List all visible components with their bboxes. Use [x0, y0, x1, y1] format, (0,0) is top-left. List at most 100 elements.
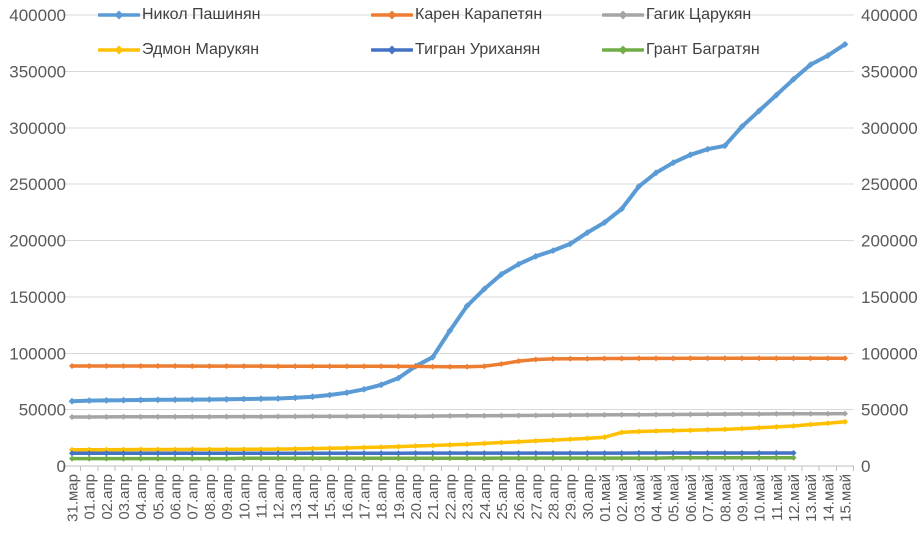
svg-text:50000: 50000	[19, 401, 66, 420]
data-point-marker	[343, 450, 350, 457]
legend-line-marker-icon	[98, 45, 140, 55]
svg-text:04.май: 04.май	[649, 474, 666, 522]
data-point-marker	[189, 363, 196, 370]
data-point-marker	[738, 425, 745, 432]
legend-line-marker-icon	[371, 10, 413, 20]
data-point-marker	[532, 450, 539, 457]
data-point-marker	[704, 145, 711, 153]
data-point-marker	[464, 441, 471, 448]
data-point-marker	[446, 450, 453, 457]
data-point-marker	[429, 455, 436, 462]
data-point-marker	[549, 247, 557, 254]
data-point-marker	[532, 356, 539, 363]
data-point-marker	[395, 443, 402, 450]
data-point-marker	[103, 397, 110, 404]
data-point-marker	[738, 123, 746, 130]
data-point-marker	[532, 437, 539, 444]
data-point-marker	[395, 450, 402, 457]
data-point-marker	[653, 455, 659, 462]
svg-text:250000: 250000	[9, 175, 66, 194]
data-point-marker	[361, 455, 367, 462]
data-point-marker	[154, 455, 161, 462]
data-point-marker	[395, 374, 402, 382]
svg-text:02.апр: 02.апр	[99, 474, 116, 520]
svg-text:150000: 150000	[9, 288, 66, 307]
data-point-marker	[601, 355, 608, 362]
data-point-marker	[515, 450, 522, 457]
data-point-marker	[584, 355, 591, 362]
data-point-marker	[292, 455, 299, 462]
svg-text:31.мар: 31.мар	[65, 474, 82, 522]
data-point-marker	[481, 450, 488, 457]
data-point-marker	[189, 413, 196, 420]
data-point-marker	[240, 446, 247, 453]
data-point-marker	[172, 455, 179, 462]
data-point-marker	[532, 412, 539, 419]
legend-line-marker-icon	[602, 45, 644, 55]
data-point-marker	[223, 450, 230, 457]
data-point-marker	[292, 363, 299, 370]
data-point-marker	[343, 455, 350, 462]
data-point-marker	[69, 446, 75, 453]
data-point-marker	[69, 363, 75, 369]
data-point-marker	[790, 423, 797, 429]
legend-label: Тигран Уриханян	[415, 41, 541, 58]
data-point-marker	[446, 327, 454, 335]
data-point-marker	[223, 363, 230, 370]
data-point-marker	[481, 440, 488, 447]
data-point-marker	[550, 455, 556, 462]
svg-text:23.апр: 23.апр	[460, 474, 477, 520]
svg-text:02.май: 02.май	[614, 474, 631, 522]
data-point-marker	[86, 450, 93, 457]
data-point-marker	[807, 421, 814, 428]
data-point-marker	[378, 413, 385, 420]
data-point-marker	[137, 450, 144, 457]
data-point-marker	[824, 420, 831, 427]
svg-text:14.май: 14.май	[820, 474, 837, 522]
legend-item-2: Гагик Царукян	[602, 4, 842, 26]
data-point-marker	[240, 413, 247, 420]
svg-text:13.май: 13.май	[803, 474, 820, 522]
svg-text:29.апр: 29.апр	[563, 474, 580, 520]
svg-text:07.апр: 07.апр	[185, 474, 202, 520]
data-point-marker	[137, 363, 144, 369]
data-point-marker	[206, 455, 213, 462]
svg-text:22.апр: 22.апр	[442, 474, 459, 520]
svg-text:350000: 350000	[861, 62, 918, 81]
x-axis-labels: 31.мар 01.апр 02.апр 03.апр 04.апр 05.апр 06.а…	[65, 474, 855, 522]
data-point-marker	[773, 355, 780, 362]
data-point-marker	[189, 455, 196, 462]
svg-text:17.апр: 17.апр	[357, 474, 374, 520]
data-point-marker	[343, 363, 350, 370]
data-point-marker	[464, 455, 471, 462]
data-point-marker	[429, 413, 436, 420]
data-point-marker	[85, 397, 93, 404]
data-point-marker	[498, 439, 505, 446]
data-point-marker	[464, 363, 471, 370]
data-point-marker	[395, 413, 402, 420]
data-point-marker	[464, 450, 471, 457]
data-point-marker	[842, 418, 848, 425]
data-point-marker	[137, 396, 145, 404]
data-point-marker	[343, 413, 350, 420]
data-point-marker	[291, 394, 299, 402]
data-point-marker	[309, 455, 316, 462]
data-point-marker	[429, 353, 437, 361]
svg-text:06.май: 06.май	[683, 474, 700, 522]
data-point-marker	[618, 205, 626, 213]
data-point-marker	[756, 355, 763, 362]
data-point-marker	[515, 260, 522, 268]
data-point-marker	[463, 302, 471, 310]
data-point-marker	[429, 442, 436, 449]
data-point-marker	[635, 428, 642, 435]
data-point-marker	[137, 446, 144, 453]
data-point-marker	[481, 412, 488, 419]
data-point-marker	[189, 446, 196, 453]
data-point-marker	[154, 450, 161, 457]
data-point-marker	[566, 240, 574, 248]
data-point-marker	[601, 450, 608, 457]
svg-text:09.май: 09.май	[734, 474, 751, 522]
data-point-marker	[721, 411, 728, 418]
data-point-marker	[154, 413, 161, 420]
